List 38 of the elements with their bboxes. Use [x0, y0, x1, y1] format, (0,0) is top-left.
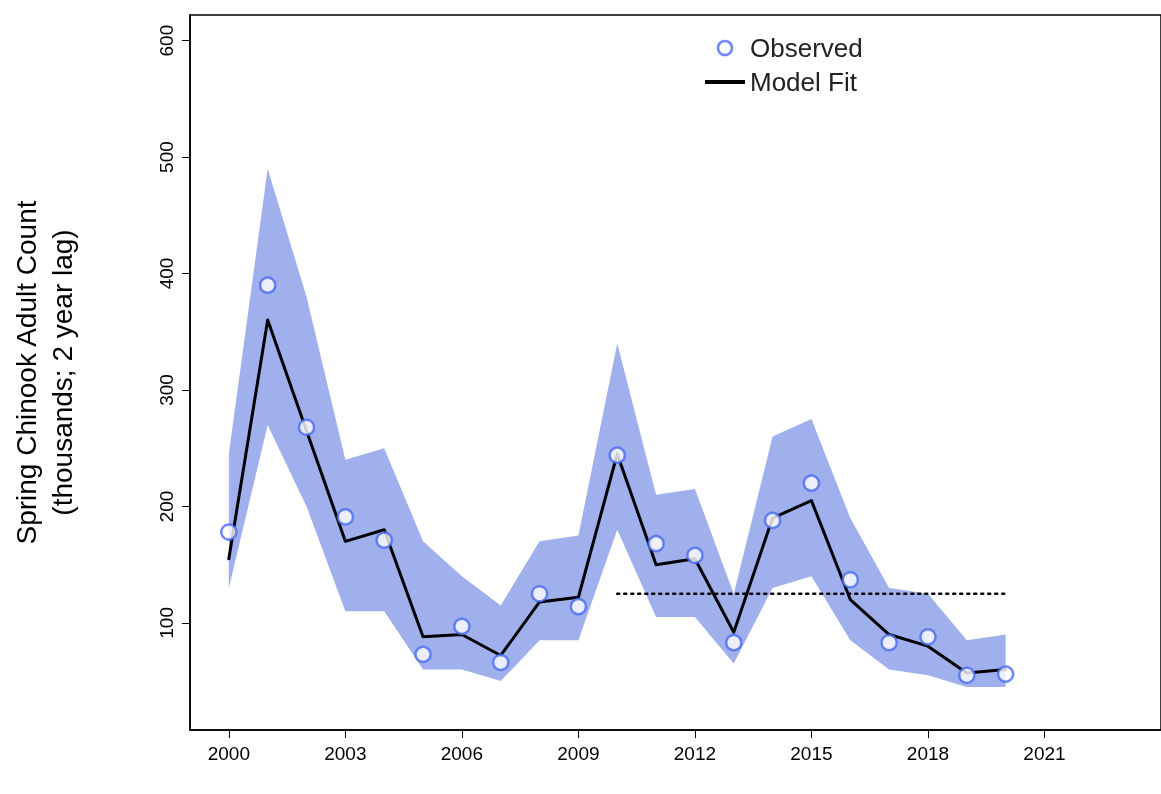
y-tick-label: 200 [156, 490, 177, 523]
x-tick-label: 2006 [440, 743, 484, 764]
point [802, 474, 821, 492]
point [453, 617, 471, 636]
legend-label: Model Fit [750, 67, 858, 97]
point [569, 597, 588, 616]
x-tick-label: 2009 [557, 743, 600, 764]
point [880, 633, 898, 652]
y-tick-label: 100 [156, 607, 177, 639]
point [375, 531, 393, 549]
x-tick-label: 2003 [324, 743, 367, 764]
x-tick-label: 2012 [673, 743, 717, 764]
x-tick-label: 2000 [207, 743, 250, 764]
point [530, 585, 549, 603]
point [414, 645, 432, 664]
point [958, 666, 976, 685]
point [220, 523, 238, 541]
point [647, 534, 665, 553]
point [725, 633, 743, 652]
point [763, 511, 782, 530]
x-tick-label: 2018 [906, 743, 950, 764]
point [608, 446, 626, 464]
y-tick-label: 300 [156, 374, 177, 406]
point [336, 508, 355, 526]
y-tick-label: 500 [156, 141, 177, 173]
point [841, 571, 860, 589]
point [297, 418, 316, 436]
x-tick-label: 2021 [1023, 743, 1066, 764]
legend-label: Observed [750, 33, 863, 63]
point [491, 653, 510, 672]
y-tick-label: 400 [156, 257, 177, 290]
y-tick-label: 600 [156, 24, 177, 57]
y-axis-title: Spring Chinook Adult Count (thousands; 2 year lag) [10, 200, 78, 545]
x-tick-label: 2015 [790, 743, 833, 764]
point [996, 665, 1015, 683]
point [258, 276, 277, 294]
point [919, 628, 937, 646]
point [686, 546, 704, 565]
